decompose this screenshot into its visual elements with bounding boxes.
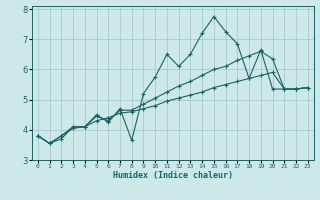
X-axis label: Humidex (Indice chaleur): Humidex (Indice chaleur) xyxy=(113,171,233,180)
